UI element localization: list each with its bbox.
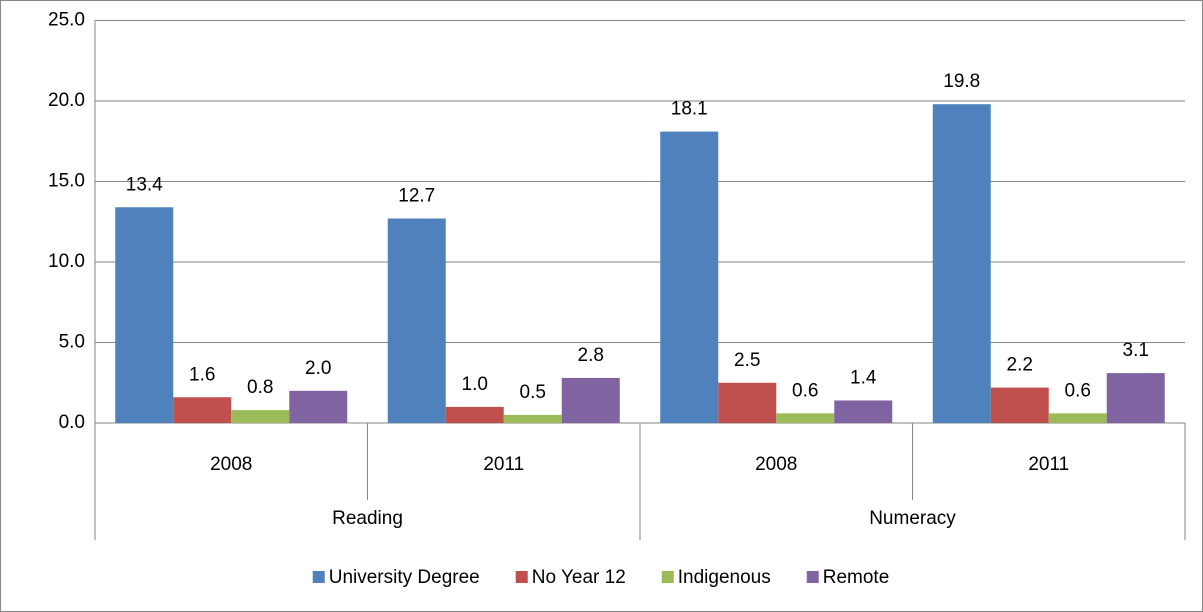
y-tick-label: 20.0 <box>48 90 85 111</box>
legend-label: No Year 12 <box>532 567 626 588</box>
bar <box>660 131 719 423</box>
bar <box>289 390 348 423</box>
bar <box>561 377 620 423</box>
data-label: 2.2 <box>1007 355 1033 376</box>
x-tick-label: 2011 <box>1028 454 1069 475</box>
x-tick-label: 2008 <box>755 454 797 475</box>
bar <box>1106 373 1165 423</box>
y-tick-label: 10.0 <box>48 251 85 272</box>
y-tick-label: 5.0 <box>59 332 85 353</box>
legend-swatch <box>806 571 819 583</box>
data-label: 19.8 <box>943 71 980 92</box>
data-label: 1.4 <box>850 367 877 388</box>
data-label: 13.4 <box>126 174 163 195</box>
data-label: 3.1 <box>1123 340 1149 361</box>
legend-swatch <box>515 571 528 583</box>
data-label: 0.6 <box>792 380 818 401</box>
bar <box>445 406 504 423</box>
data-label: 2.8 <box>578 345 604 366</box>
bar <box>776 413 835 423</box>
bar <box>718 382 777 423</box>
y-tick-label: 0.0 <box>59 412 85 433</box>
bar <box>1048 413 1107 423</box>
legend-label: Indigenous <box>678 567 771 588</box>
legend-label: Remote <box>823 567 890 588</box>
data-label: 0.8 <box>247 377 273 398</box>
bar <box>115 207 174 423</box>
legend-swatch <box>661 571 674 583</box>
x-tick-label: 2011 <box>483 454 524 475</box>
bar <box>503 414 562 423</box>
data-label: 1.6 <box>189 364 215 385</box>
bar <box>231 410 290 423</box>
legend-label: University Degree <box>329 567 480 588</box>
x-tick-label: 2008 <box>210 454 252 475</box>
group-label: Reading <box>332 508 403 529</box>
bar <box>834 400 893 423</box>
data-label: 18.1 <box>671 99 708 120</box>
data-label: 12.7 <box>398 186 435 207</box>
legend-swatch <box>312 571 325 583</box>
bar <box>932 104 991 423</box>
data-label: 2.5 <box>734 350 760 371</box>
bar <box>990 387 1049 423</box>
data-label: 1.0 <box>462 374 488 395</box>
data-label: 0.6 <box>1065 380 1091 401</box>
bar <box>387 218 446 423</box>
y-tick-label: 25.0 <box>48 10 85 31</box>
group-label: Numeracy <box>869 508 956 529</box>
bar <box>173 397 232 423</box>
y-tick-label: 15.0 <box>48 171 85 192</box>
data-label: 0.5 <box>520 382 546 403</box>
data-label: 2.0 <box>305 358 331 379</box>
